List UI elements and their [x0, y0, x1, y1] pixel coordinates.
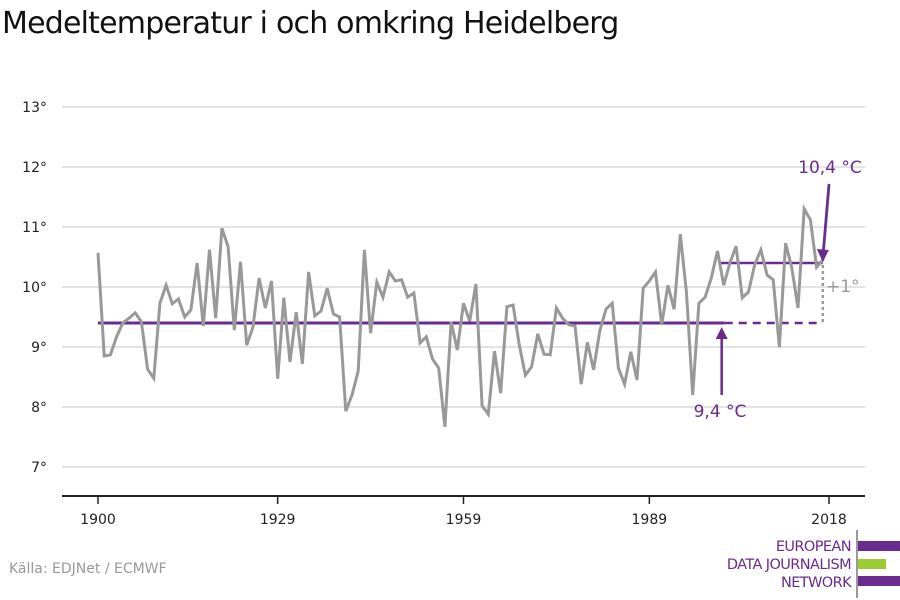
logo-line: NETWORK: [781, 575, 852, 591]
difference-label: +1°: [826, 277, 860, 297]
x-tick-label: 2018: [811, 512, 847, 528]
y-tick-label: 11°: [22, 220, 47, 236]
y-tick-label: 13°: [22, 100, 47, 116]
y-tick-label: 10°: [22, 280, 47, 296]
temperature-series-line: [96, 184, 831, 427]
annotations: 10,4 °C 9,4 °C +1°: [694, 158, 862, 422]
recent-arrow-shaft: [822, 183, 831, 252]
y-tick-label: 12°: [22, 160, 47, 176]
grid-lines: [62, 106, 865, 468]
logo-text: EUROPEAN DATA JOURNALISM NETWORK: [726, 538, 852, 592]
x-tick-label: 1959: [446, 512, 482, 528]
series-lines: [96, 184, 831, 427]
y-axis-ticks: 7° 8° 9° 10° 11° 12° 13°: [22, 100, 47, 476]
baseline-average-label: 9,4 °C: [694, 402, 747, 422]
baseline-arrow-head: [715, 327, 728, 339]
y-tick-label: 7°: [31, 460, 47, 476]
x-axis: 1900 1929 1959 1989 2018: [62, 495, 865, 528]
x-tick-label: 1900: [80, 512, 116, 528]
recent-average-label: 10,4 °C: [798, 158, 862, 178]
source-note: Källa: EDJNet / ECMWF: [9, 561, 167, 577]
logo-bar-purple: [858, 576, 900, 586]
y-tick-label: 8°: [31, 400, 47, 416]
recent-arrow-head: [816, 249, 829, 262]
logo-line: EUROPEAN: [775, 539, 852, 555]
logo-bar-green: [858, 559, 886, 569]
x-tick-label: 1989: [632, 512, 668, 528]
logo-divider: [856, 530, 858, 598]
x-tick-label: 1929: [260, 512, 296, 528]
y-tick-label: 9°: [31, 340, 47, 356]
chart-title: Medeltemperatur i och omkring Heidelberg: [2, 6, 619, 41]
logo-line: DATA JOURNALISM: [726, 557, 852, 573]
edjnet-logo: EUROPEAN DATA JOURNALISM NETWORK: [700, 528, 900, 600]
logo-bar-purple: [858, 541, 900, 551]
